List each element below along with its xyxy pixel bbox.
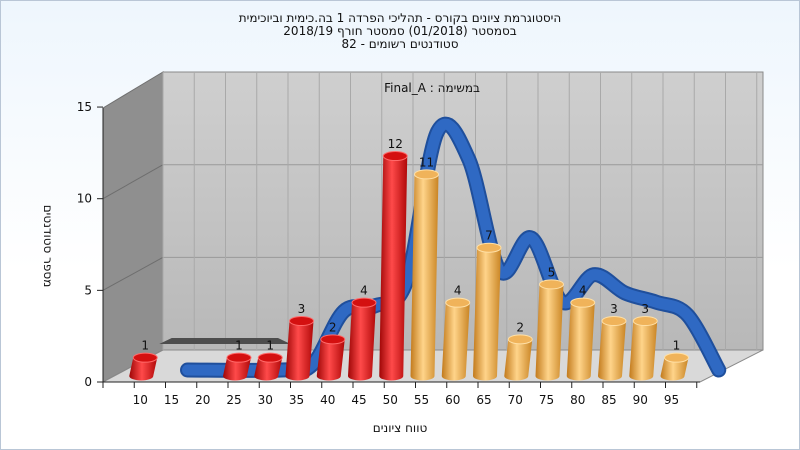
data-label: 1 xyxy=(141,339,149,353)
bar-65: 7 xyxy=(473,229,502,381)
x-tick-label: 85 xyxy=(601,393,616,407)
bar-55: 11 xyxy=(410,155,439,381)
bar-top xyxy=(320,334,346,345)
zero-region-band xyxy=(159,338,291,344)
data-label: 12 xyxy=(388,137,403,151)
x-tick-label: 80 xyxy=(570,393,585,407)
data-label: 5 xyxy=(548,265,556,279)
bar-75: 5 xyxy=(535,265,564,381)
x-tick-label: 30 xyxy=(258,393,273,407)
bar-top xyxy=(289,316,314,327)
bar-body xyxy=(629,316,658,381)
bar-80: 4 xyxy=(566,284,596,381)
bar-body xyxy=(379,151,408,381)
bar-30: 1 xyxy=(254,339,283,381)
bar-body xyxy=(504,334,533,381)
x-tick-label: 45 xyxy=(351,393,366,407)
bar-top xyxy=(507,334,533,345)
data-label: 11 xyxy=(419,155,434,169)
left-wall xyxy=(102,71,164,383)
chart-title-line-1: היסטוגרמת ציונים בקורס - תהליכי הפרדה 1 … xyxy=(238,11,562,25)
bar-40: 2 xyxy=(316,320,346,381)
x-tick-label: 55 xyxy=(414,393,429,407)
x-tick-label: 65 xyxy=(476,393,491,407)
x-axis-label: טווח ציונים xyxy=(373,421,428,435)
chart-title-line-2: בסמסטר (01/2018) סמסטר חורף 2018/19 xyxy=(283,24,517,38)
data-label: 2 xyxy=(516,320,524,334)
bar-body xyxy=(285,316,314,381)
y-tick-label: 5 xyxy=(84,283,92,297)
bar-top xyxy=(132,352,158,363)
bar-85: 3 xyxy=(598,302,627,381)
x-tick-label: 50 xyxy=(383,393,398,407)
y-tick-label: 15 xyxy=(77,100,92,114)
bar-top xyxy=(382,151,408,162)
y-tick-label: 0 xyxy=(84,375,92,389)
bar-90: 3 xyxy=(629,302,658,381)
x-tick-label: 35 xyxy=(289,393,304,407)
x-tick-label: 15 xyxy=(164,393,179,407)
y-tick-label: 10 xyxy=(77,192,92,206)
x-tick-label: 75 xyxy=(539,393,554,407)
data-label: 1 xyxy=(266,339,274,353)
bar-body xyxy=(473,243,501,381)
bar-body xyxy=(441,298,470,381)
data-label: 1 xyxy=(235,339,243,353)
y-axis-label: מספר סטודנטים xyxy=(41,205,55,288)
chart-title-line-3: סטודנטים רשומים - 82 xyxy=(341,37,459,51)
bar-95: 1 xyxy=(660,339,689,381)
bar-body xyxy=(348,298,376,381)
bar-top xyxy=(445,297,471,308)
bar-top xyxy=(414,169,439,180)
x-tick-label: 20 xyxy=(195,393,210,407)
gridline-left xyxy=(102,256,164,291)
chart-subtitle: במשימה : Final_A xyxy=(384,81,480,95)
x-tick-label: 40 xyxy=(320,393,335,407)
x-tick-label: 90 xyxy=(633,393,648,407)
bar-top xyxy=(226,352,252,363)
bar-top xyxy=(351,297,377,308)
bar-body xyxy=(566,298,595,381)
bar-top xyxy=(601,316,627,327)
x-tick-label: 70 xyxy=(508,393,523,407)
gridline-left xyxy=(102,164,164,200)
bar-top xyxy=(570,297,596,308)
data-label: 3 xyxy=(610,302,618,316)
bar-top xyxy=(476,242,502,253)
bar-top xyxy=(664,352,689,363)
data-label: 4 xyxy=(360,284,368,298)
bar-60: 4 xyxy=(441,284,471,381)
bar-body xyxy=(535,279,564,381)
bar-10: 1 xyxy=(129,339,158,381)
data-label: 4 xyxy=(454,284,462,298)
ground-shadow xyxy=(159,338,291,344)
bar-body xyxy=(598,316,626,381)
bar-body xyxy=(410,169,439,381)
data-label: 1 xyxy=(673,339,681,353)
x-tick-label: 95 xyxy=(664,393,679,407)
data-label: 3 xyxy=(298,302,306,316)
data-label: 4 xyxy=(579,284,587,298)
x-tick-label: 60 xyxy=(445,393,460,407)
bar-45: 4 xyxy=(348,284,377,381)
bar-35: 3 xyxy=(285,302,314,381)
x-tick-label: 25 xyxy=(226,393,241,407)
bar-70: 2 xyxy=(504,320,533,381)
bar-50: 12 xyxy=(379,137,408,381)
bar-top xyxy=(539,279,564,290)
bar-top xyxy=(257,352,283,363)
x-tick-label: 10 xyxy=(133,393,148,407)
bar-body xyxy=(316,334,345,381)
bar-top xyxy=(632,316,658,327)
bar-25: 1 xyxy=(223,339,252,381)
data-label: 3 xyxy=(641,302,649,316)
data-label: 7 xyxy=(485,229,493,243)
data-label: 2 xyxy=(329,320,337,334)
